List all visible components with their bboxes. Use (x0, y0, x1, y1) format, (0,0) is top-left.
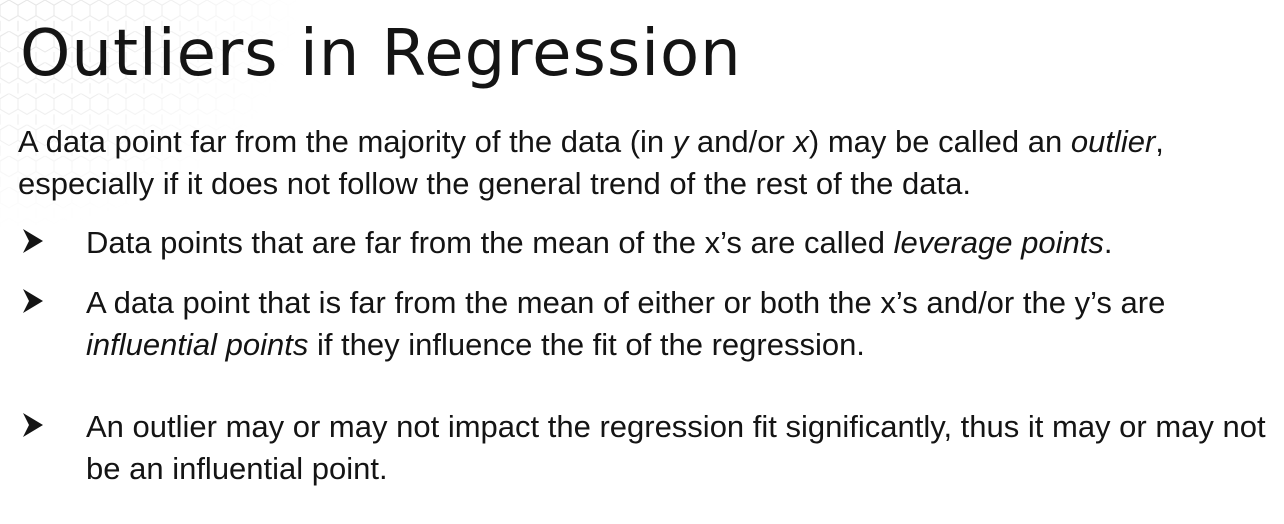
bullet-text-part: A data point that is far from the mean o… (86, 285, 1166, 320)
arrowhead-bullet-icon (23, 289, 43, 313)
bullet-text: An outlier may or may not impact the reg… (86, 409, 1266, 486)
influential-points-term: influential points (86, 327, 309, 362)
intro-text: A data point far from the majority of th… (18, 124, 673, 159)
bullet-text: Data points that are far from the mean o… (86, 222, 1266, 264)
arrowhead-bullet-icon (23, 413, 43, 437)
bullet-text-part: if they influence the fit of the regress… (308, 327, 865, 362)
intro-y-variable: y (672, 124, 689, 159)
intro-text: ) may be called an (808, 124, 1071, 159)
intro-paragraph: A data point far from the majority of th… (18, 121, 1268, 205)
intro-text: and/or (688, 124, 794, 159)
bullet-text: A data point that is far from the mean o… (86, 282, 1266, 366)
arrowhead-bullet-icon (23, 229, 43, 253)
leverage-points-term: leverage points (893, 225, 1104, 260)
intro-x-variable: x (793, 124, 809, 159)
bullet-text-part: . (1103, 225, 1113, 260)
intro-outlier-term: outlier (1070, 124, 1156, 159)
bullet-text-part: Data points that are far from the mean o… (86, 225, 894, 260)
slide-title: Outliers in Regression (20, 17, 742, 91)
intro-text: , especially if it does not follow the g… (18, 124, 1164, 201)
